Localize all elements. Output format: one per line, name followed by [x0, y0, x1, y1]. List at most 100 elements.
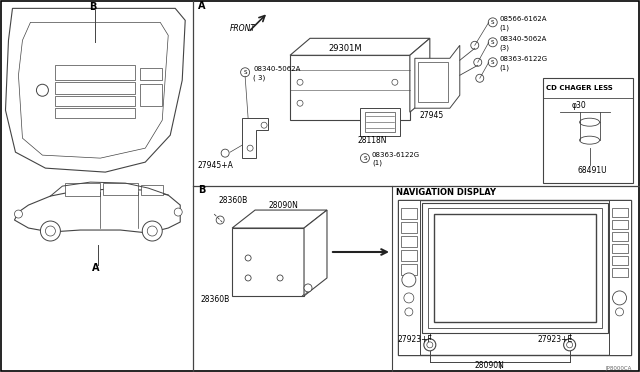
Polygon shape — [19, 22, 168, 158]
Polygon shape — [232, 210, 327, 228]
Text: S: S — [491, 40, 495, 45]
Bar — [401, 250, 417, 261]
Circle shape — [247, 145, 253, 151]
Text: S: S — [491, 20, 495, 25]
Text: 08566-6162A: 08566-6162A — [500, 16, 547, 22]
Text: 08340-5062A: 08340-5062A — [500, 36, 547, 42]
Text: A: A — [198, 1, 205, 12]
Circle shape — [360, 154, 369, 163]
Bar — [290, 55, 410, 120]
Bar — [612, 232, 628, 241]
Bar — [103, 183, 138, 195]
Text: FRONT: FRONT — [230, 24, 256, 33]
Bar — [612, 208, 628, 217]
Text: (1): (1) — [500, 64, 509, 71]
Text: 27923+F: 27923+F — [397, 336, 432, 344]
Bar — [56, 65, 135, 80]
Bar — [612, 256, 628, 265]
Bar — [56, 82, 135, 94]
Bar — [401, 264, 417, 275]
Bar — [434, 214, 596, 322]
Polygon shape — [290, 38, 430, 55]
Bar — [428, 208, 602, 328]
Circle shape — [488, 18, 497, 27]
Circle shape — [405, 308, 413, 316]
Circle shape — [488, 58, 497, 67]
Polygon shape — [410, 38, 430, 112]
Bar — [401, 208, 417, 219]
Text: (3): (3) — [500, 44, 509, 51]
Bar — [612, 268, 628, 277]
Circle shape — [174, 208, 182, 216]
Text: CD CHAGER LESS: CD CHAGER LESS — [546, 85, 612, 91]
Bar — [401, 236, 417, 247]
Bar — [65, 183, 100, 196]
Bar — [422, 203, 607, 333]
Text: ( 3): ( 3) — [253, 74, 266, 80]
Ellipse shape — [580, 136, 600, 144]
Text: (1): (1) — [500, 24, 509, 31]
Circle shape — [471, 41, 479, 49]
Circle shape — [142, 221, 163, 241]
Circle shape — [45, 226, 56, 236]
Circle shape — [40, 221, 60, 241]
Text: 08340-5062A: 08340-5062A — [253, 66, 300, 72]
Bar — [609, 200, 630, 355]
Text: 28090N: 28090N — [268, 201, 298, 209]
Circle shape — [402, 273, 416, 287]
Bar — [398, 200, 420, 355]
Circle shape — [424, 339, 436, 351]
Text: (1): (1) — [372, 160, 382, 166]
Bar — [612, 220, 628, 229]
Bar — [140, 68, 163, 80]
Circle shape — [297, 79, 303, 85]
Ellipse shape — [580, 118, 600, 126]
Circle shape — [474, 58, 482, 66]
Text: S: S — [363, 155, 367, 161]
Circle shape — [297, 100, 303, 106]
Bar — [232, 228, 304, 296]
Text: B: B — [89, 2, 96, 12]
Circle shape — [392, 79, 398, 85]
Bar — [140, 84, 163, 106]
Text: A: A — [92, 263, 99, 273]
Text: 28090N: 28090N — [475, 361, 505, 370]
Text: 08363-6122G: 08363-6122G — [372, 152, 420, 158]
Text: 27945+A: 27945+A — [197, 161, 233, 170]
Bar — [543, 78, 632, 183]
Text: 68491U: 68491U — [578, 166, 607, 174]
Polygon shape — [415, 45, 460, 108]
Circle shape — [245, 275, 251, 281]
Polygon shape — [15, 189, 180, 233]
Text: S: S — [243, 70, 247, 75]
Text: 28360B: 28360B — [200, 295, 230, 304]
Polygon shape — [304, 210, 327, 296]
Circle shape — [404, 293, 414, 303]
Circle shape — [36, 84, 49, 96]
Text: 28360B: 28360B — [218, 196, 248, 205]
Circle shape — [566, 342, 573, 348]
Circle shape — [147, 226, 157, 236]
Text: NAVIGATION DISPLAY: NAVIGATION DISPLAY — [396, 187, 496, 196]
Bar — [418, 62, 448, 102]
Text: 29301M: 29301M — [328, 44, 362, 53]
Circle shape — [488, 38, 497, 47]
Circle shape — [241, 68, 250, 77]
Bar — [401, 222, 417, 233]
Text: S: S — [491, 60, 495, 65]
Circle shape — [612, 291, 627, 305]
Text: 08363-6122G: 08363-6122G — [500, 56, 548, 62]
Circle shape — [427, 342, 433, 348]
Bar — [398, 200, 630, 355]
Circle shape — [261, 122, 267, 128]
Text: 28118N: 28118N — [358, 136, 387, 145]
Polygon shape — [242, 118, 268, 158]
Text: JP8000CA: JP8000CA — [605, 366, 632, 371]
Bar — [365, 112, 395, 132]
Bar — [141, 185, 163, 195]
Text: 27945: 27945 — [420, 111, 444, 120]
Bar — [612, 244, 628, 253]
Circle shape — [216, 216, 224, 224]
Circle shape — [221, 149, 229, 157]
Text: 27923+E: 27923+E — [537, 336, 572, 344]
